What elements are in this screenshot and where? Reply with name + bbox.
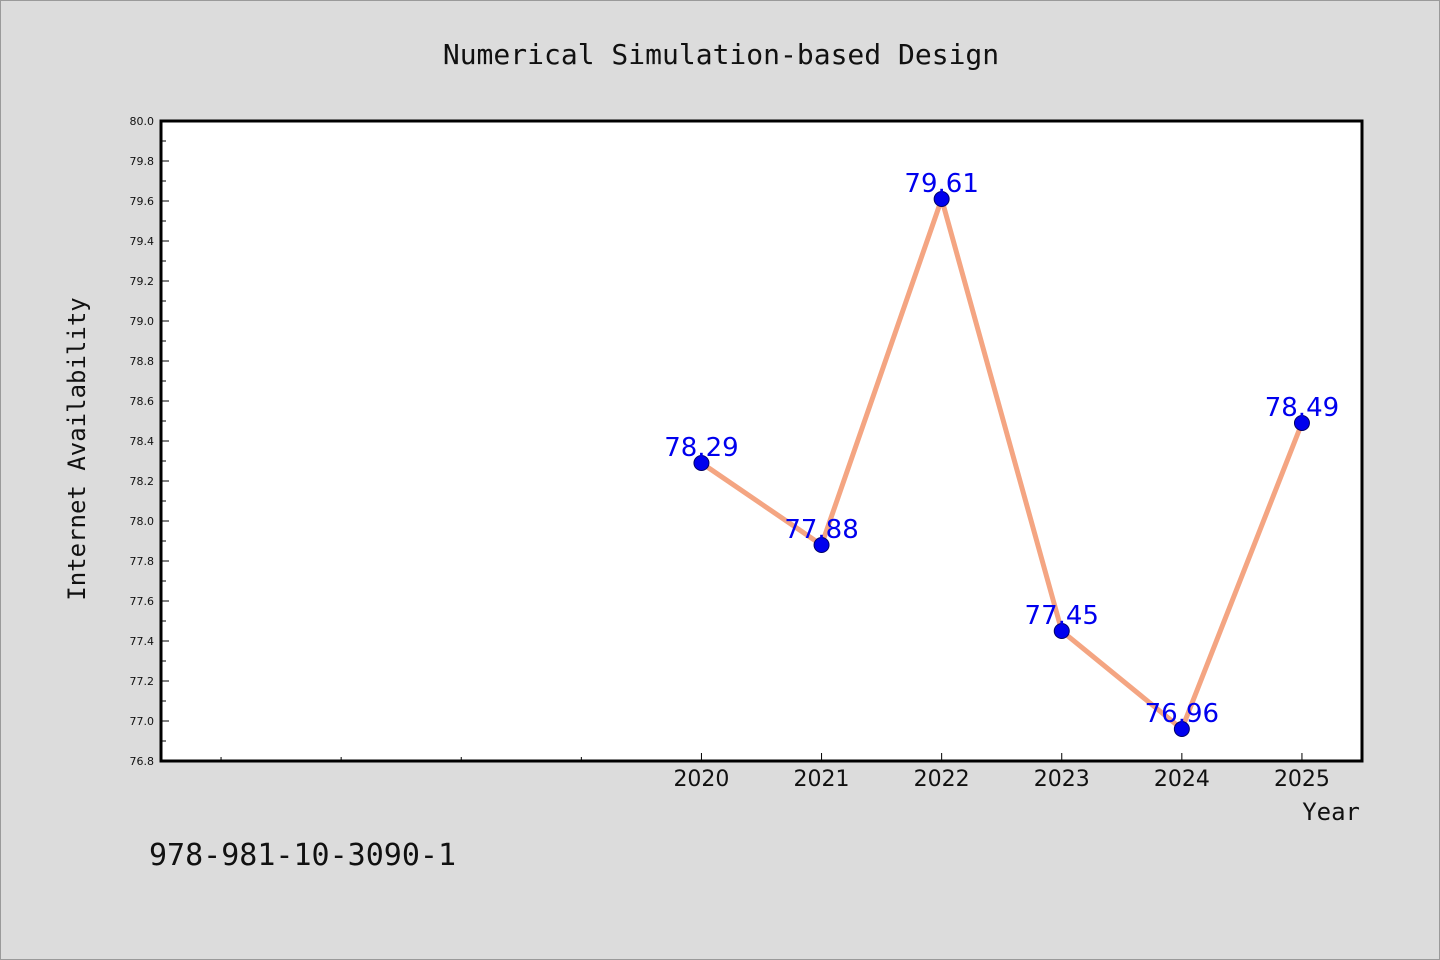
data-label: 78.29	[664, 433, 738, 463]
data-label: 79.61	[904, 169, 978, 199]
y-tick-label: 77.0	[130, 715, 155, 728]
series-markers-group	[693, 191, 1310, 737]
y-tick-label: 80.0	[130, 115, 155, 128]
data-point	[813, 537, 830, 553]
x-tick-label: 2022	[914, 767, 970, 792]
series-line	[700, 190, 1305, 734]
y-tick-label: 79.2	[130, 275, 155, 288]
plot-area	[161, 121, 1362, 761]
data-point	[693, 455, 710, 471]
y-tick-label: 79.6	[130, 195, 155, 208]
y-tick-label: 78.4	[130, 435, 155, 448]
x-axis-ticks: 2020 2021 2022 2023 2024 2025	[220, 753, 1330, 792]
y-tick-label: 77.4	[130, 635, 155, 648]
data-point	[1293, 415, 1310, 431]
data-label: 76.96	[1145, 699, 1219, 729]
x-tick-label: 2021	[794, 767, 850, 792]
data-point	[1173, 721, 1190, 737]
data-labels-group: 78.29 77.88 79.61 77.45 76.96 78.49	[664, 169, 1339, 729]
chart-title: Numerical Simulation-based Design	[443, 38, 999, 71]
y-tick-label: 79.4	[130, 235, 155, 248]
y-tick-label: 77.8	[130, 555, 155, 568]
y-tick-label: 77.6	[130, 595, 155, 608]
y-tick-label: 77.2	[130, 675, 155, 688]
y-tick-label: 78.2	[130, 475, 155, 488]
plot-frame	[159, 119, 1364, 763]
y-tick-label: 76.8	[130, 755, 155, 768]
data-point	[933, 191, 950, 207]
data-point	[1053, 623, 1070, 639]
y-tick-label: 78.6	[130, 395, 155, 408]
y-tick-label: 78.8	[130, 355, 155, 368]
y-axis-label: Internet Availability	[63, 297, 91, 600]
x-tick-label: 2020	[673, 767, 729, 792]
x-axis-label: Year	[1302, 798, 1360, 826]
series-line-group	[700, 190, 1305, 734]
isbn-text: 978-981-10-3090-1	[149, 838, 456, 873]
x-tick-label: 2025	[1274, 767, 1330, 792]
y-tick-label: 79.0	[130, 315, 155, 328]
data-label: 78.49	[1265, 393, 1339, 423]
y-axis-ticks: 76.8 77.0 77.2 77.4 77.6 77.8 78.0 78.2 78.4 78.6…	[130, 115, 169, 768]
data-label: 77.45	[1025, 601, 1099, 631]
x-tick-label: 2024	[1154, 767, 1210, 792]
data-label: 77.88	[784, 515, 858, 545]
y-tick-label: 79.8	[130, 155, 155, 168]
x-tick-label: 2023	[1034, 767, 1090, 792]
y-tick-label: 78.0	[130, 515, 155, 528]
